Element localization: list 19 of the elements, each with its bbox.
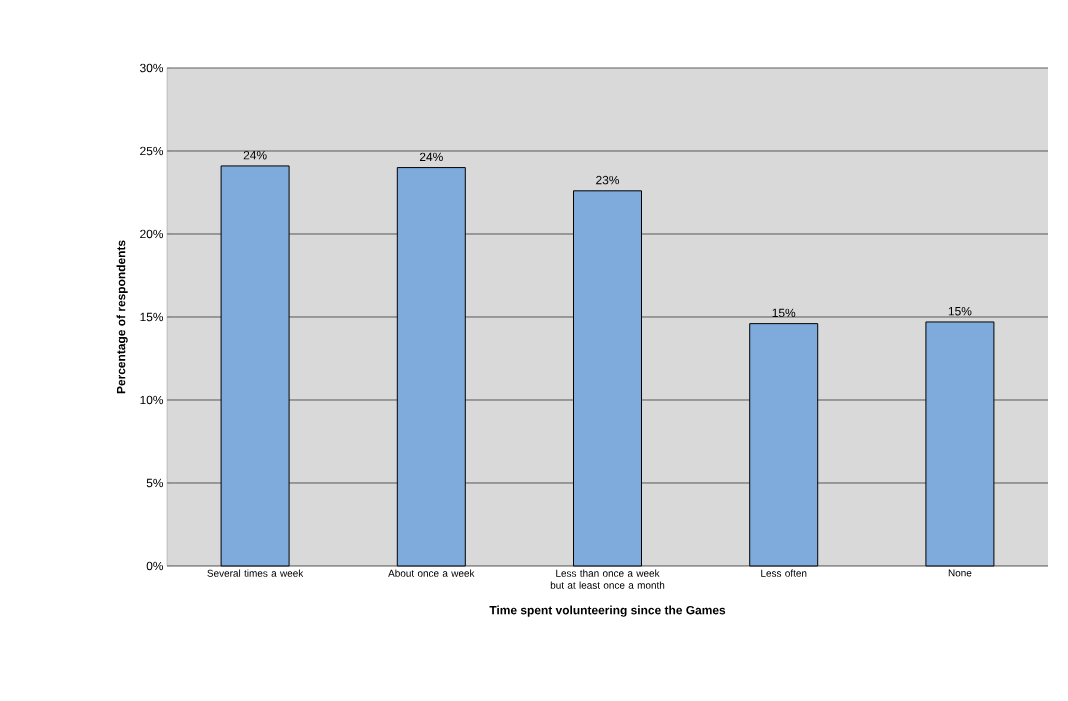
y-tick-label: 25% xyxy=(140,146,164,156)
x-tick-label: Several times a week xyxy=(207,569,304,577)
data-label: 15% xyxy=(948,307,972,316)
y-tick-label: 0% xyxy=(146,561,164,571)
y-tick-label: 30% xyxy=(140,63,164,73)
y-tick-label: 15% xyxy=(140,312,164,322)
y-axis-title: Percentage of respondents xyxy=(116,240,128,394)
y-tick-label: 5% xyxy=(146,478,164,488)
x-tick-label: About once a week xyxy=(388,569,475,577)
data-label: 15% xyxy=(772,308,796,318)
y-tick-label: 20% xyxy=(140,229,164,239)
x-tick-label: Less often xyxy=(761,569,807,577)
data-label: 24% xyxy=(419,152,443,162)
x-tick-label: None xyxy=(948,569,972,577)
data-label: 23% xyxy=(596,175,620,185)
y-tick-label: 10% xyxy=(140,395,164,405)
x-axis-title: Time spent volunteering since the Games xyxy=(489,605,726,617)
data-label: 24% xyxy=(243,150,267,160)
x-tick-label: Less than once a week but at least once a month xyxy=(550,569,665,589)
